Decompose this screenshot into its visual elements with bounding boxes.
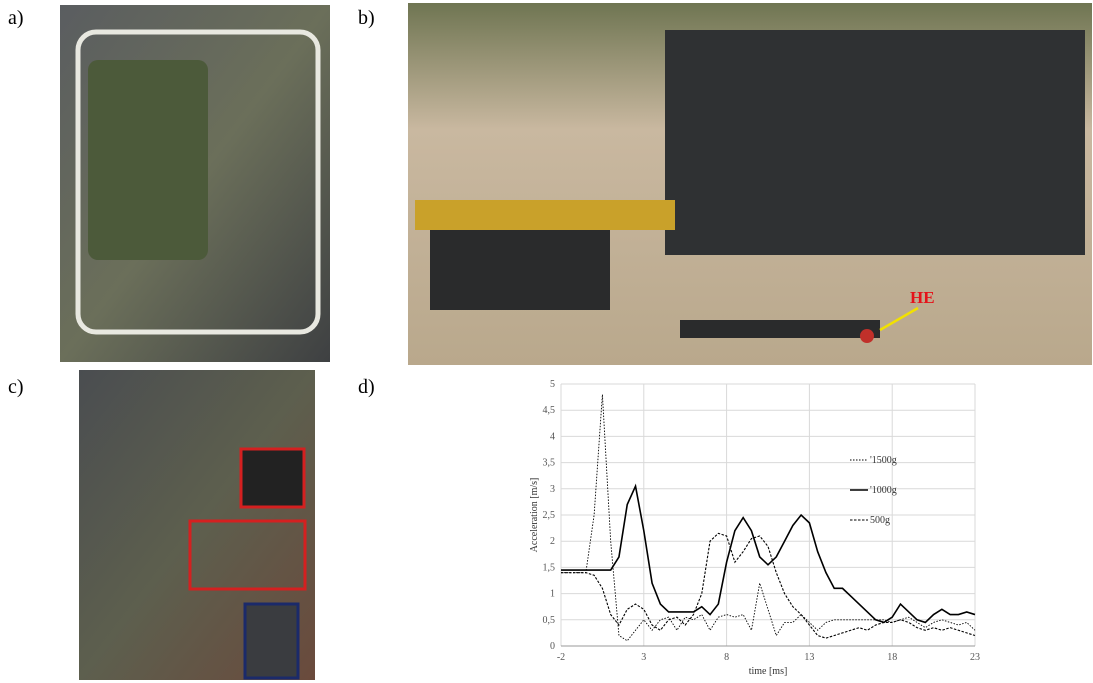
legend-label: 500g	[870, 515, 890, 526]
legend-label: '1500g	[870, 455, 897, 466]
y-tick-label: 4	[550, 431, 555, 442]
y-axis-title: Acceleration [m/s]	[529, 478, 540, 553]
x-tick-label: 8	[724, 652, 729, 663]
y-tick-label: 3,5	[543, 458, 556, 469]
panel-label: a)	[8, 7, 24, 29]
y-tick-label: 2,5	[543, 510, 556, 521]
charge	[860, 329, 874, 343]
y-tick-label: 0	[550, 641, 555, 652]
x-tick-label: 3	[641, 652, 646, 663]
y-tick-label: 1,5	[543, 562, 556, 573]
stand	[430, 230, 610, 310]
y-tick-label: 4,5	[543, 405, 556, 416]
annotation: HE	[910, 288, 935, 307]
inset-red	[241, 449, 304, 507]
y-tick-label: 0,5	[543, 615, 556, 626]
panel-label: d)	[358, 376, 375, 398]
series-line	[561, 486, 975, 622]
y-tick-label: 1	[550, 589, 555, 600]
x-tick-label: 13	[804, 652, 814, 663]
series-line	[561, 394, 975, 640]
x-tick-label: 18	[887, 652, 897, 663]
x-tick-label: 23	[970, 652, 980, 663]
x-axis-title: time [ms]	[749, 666, 788, 677]
inset-blue	[245, 604, 298, 678]
figure: HE a) b) c) d) 0 0,5 1 1,5 2 2,5 3 3,5 4 4,5 5 -2 3 8…	[0, 0, 1093, 683]
beam	[415, 200, 675, 230]
y-tick-label: 3	[550, 484, 555, 495]
series-line	[561, 533, 975, 638]
panel-label: c)	[8, 376, 24, 398]
dummy	[88, 60, 208, 260]
chart: 0 0,5 1 1,5 2 2,5 3 3,5 4 4,5 5 -2 3 8 13 18 23 time [ms]…	[529, 379, 980, 677]
base	[680, 320, 880, 338]
figure-canvas: HE a) b) c) d) 0 0,5 1 1,5 2 2,5 3 3,5 4 4,5 5 -2 3 8…	[0, 0, 1093, 683]
y-tick-label: 5	[550, 379, 555, 390]
legend-label: '1000g	[870, 485, 897, 496]
panel-label: b)	[358, 7, 375, 29]
y-tick-label: 2	[550, 536, 555, 547]
test-rig	[665, 30, 1085, 255]
x-tick-label: -2	[557, 652, 565, 663]
